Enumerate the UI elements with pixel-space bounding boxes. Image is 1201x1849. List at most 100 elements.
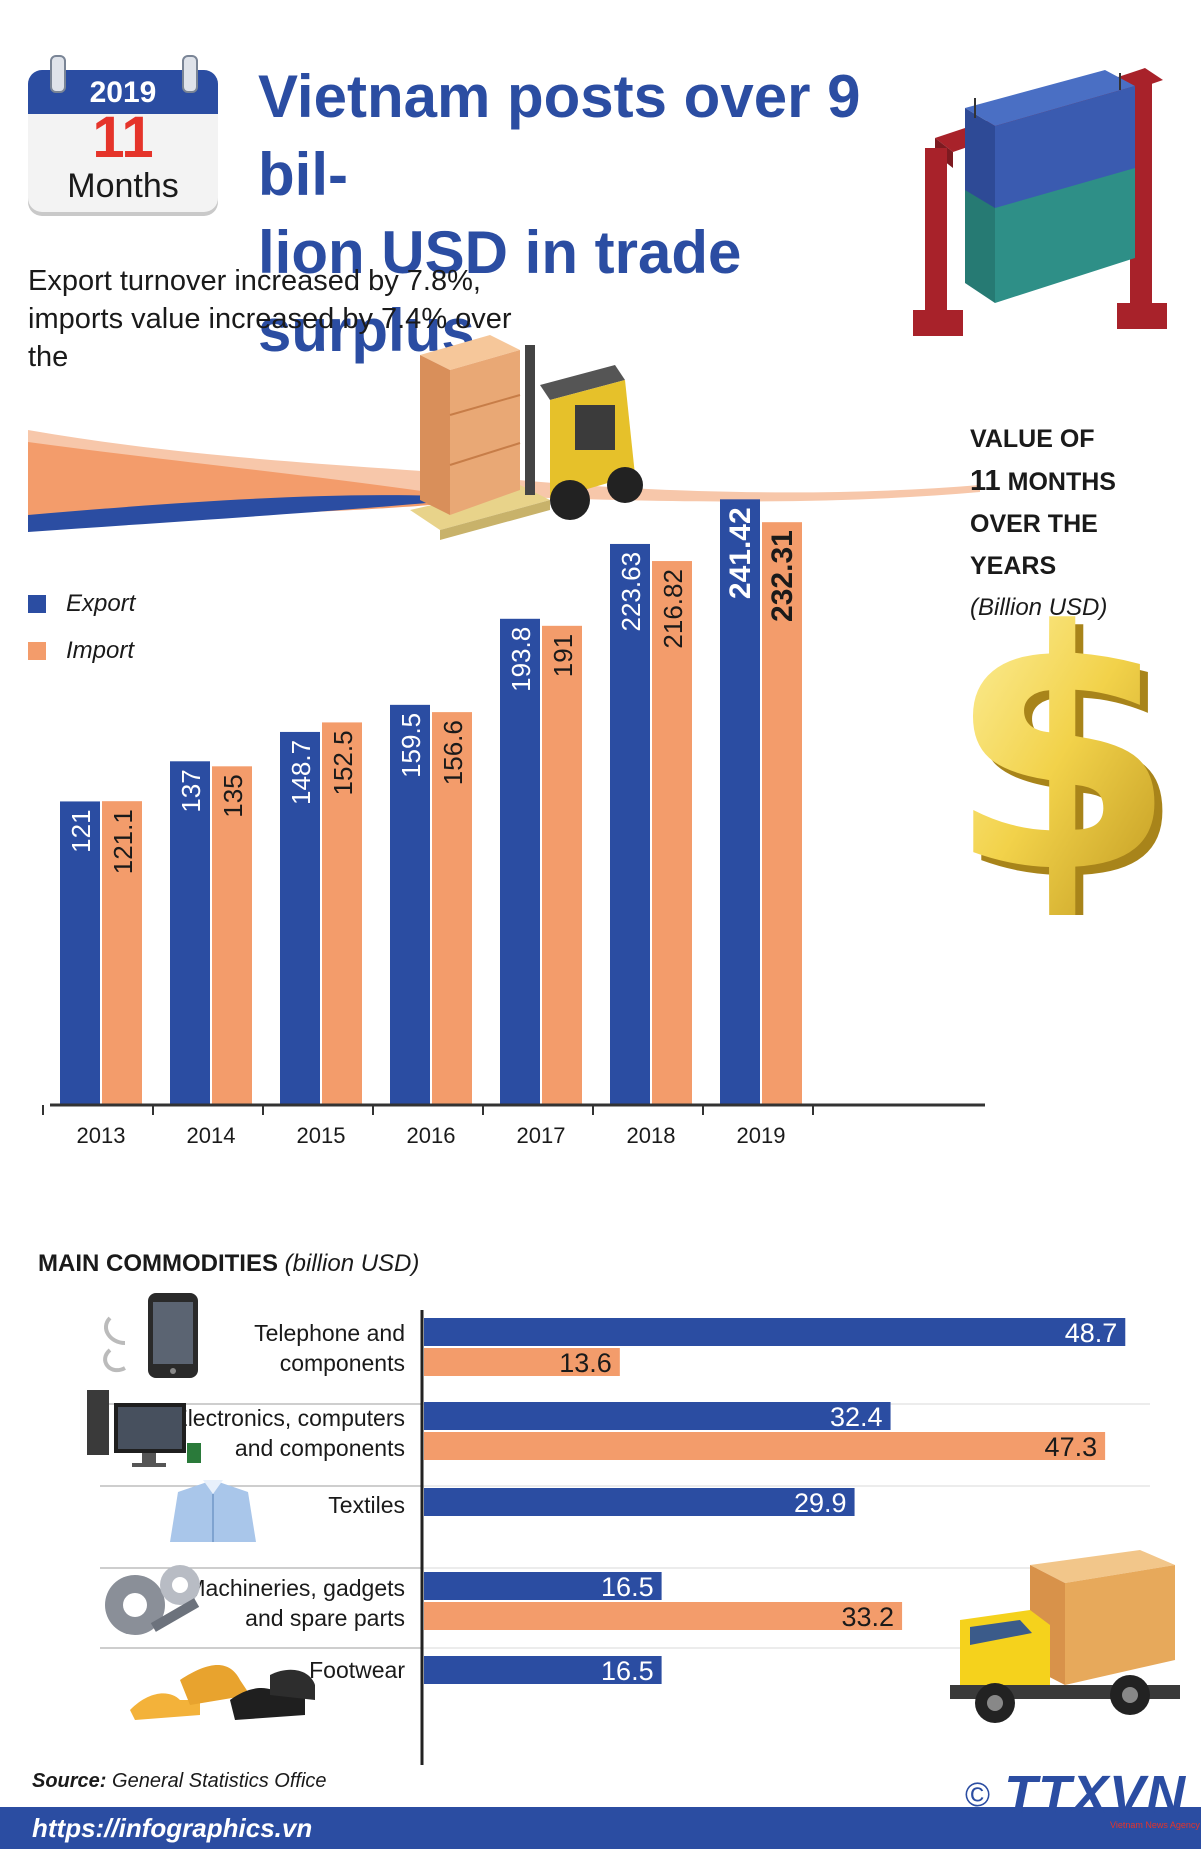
bar-value-label: 223.63: [616, 552, 646, 632]
bar-import-2018: [652, 561, 692, 1105]
calendar-ring: [50, 55, 66, 93]
commodity-label-line: Textiles: [328, 1492, 405, 1518]
source-note: Source: General Statistics Office: [32, 1770, 327, 1793]
svg-text:$: $: [950, 575, 1177, 915]
commodity-value-label: 32.4: [830, 1402, 883, 1432]
computer-icon: [87, 1390, 201, 1467]
value-label-line-1: VALUE OF: [970, 425, 1095, 453]
bar-export-2016: [390, 704, 430, 1105]
commodities-title: MAIN COMMODITIES (billion USD): [38, 1250, 419, 1278]
commodities-title-unit: (billion USD): [284, 1250, 420, 1277]
chart-value-label: VALUE OF 11 MONTHS OVER THE YEARS (Billi…: [970, 418, 1190, 629]
commodity-bar-import: [424, 1348, 620, 1376]
bar-import-2013: [102, 801, 142, 1105]
x-tick-label: 2016: [407, 1123, 456, 1148]
commodity-label-line: components: [279, 1350, 405, 1376]
bar-import-2014: [212, 766, 252, 1105]
bar-import-2017: [542, 625, 582, 1105]
bar-export-2014: [170, 761, 210, 1105]
value-label-number: 11: [970, 465, 1001, 497]
subtitle-line-2: imports value increased by 7.4% over: [28, 303, 512, 335]
calendar-unit: Months: [67, 167, 179, 205]
commodity-value-label: 47.3: [1045, 1432, 1098, 1462]
x-tick-label: 2017: [517, 1123, 566, 1148]
source-text: General Statistics Office: [106, 1770, 327, 1792]
yearly-bar-chart: 121 121.1 137 135 148.7 152.5 159.5 156.6 193.8 1…: [42, 499, 985, 1148]
value-label-unit: (Billion USD): [970, 594, 1108, 621]
bar-value-label: 137: [176, 769, 206, 812]
calendar-body: [28, 114, 218, 212]
commodity-label-line: Electronics, computers: [172, 1405, 405, 1431]
title-line-1: Vietnam posts over 9 bil-: [258, 63, 861, 208]
legend-item-import: Import: [28, 637, 134, 665]
svg-text:$: $: [955, 575, 1185, 915]
commodity-value-label: 33.2: [842, 1602, 895, 1632]
forklift-icon: [410, 335, 643, 540]
subtitle: Export turnover increased by 7.8%, impor…: [28, 262, 548, 376]
bar-import-2015: [322, 722, 362, 1105]
subtitle-line-3: the: [28, 341, 69, 373]
commodity-label: Machineries, gadgets and spare parts: [186, 1573, 405, 1633]
commodity-label: Footwear: [309, 1655, 405, 1685]
commodity-bar-export: [424, 1572, 662, 1600]
bar-export-2015: [280, 731, 320, 1105]
commodity-value-label: 16.5: [601, 1572, 654, 1602]
bar-export-2013: [60, 801, 100, 1105]
x-tick-label: 2019: [737, 1123, 786, 1148]
footer-bar: [0, 1807, 1201, 1849]
phone-icon: [103, 1293, 198, 1378]
x-tick-label: 2014: [187, 1123, 236, 1148]
truck-icon: [950, 1550, 1180, 1723]
commodity-value-label: 48.7: [1065, 1318, 1118, 1348]
bar-value-label: 232.31: [766, 530, 799, 622]
ttxvn-logo: © TTXVN: [965, 1768, 1186, 1822]
copyright-symbol: ©: [965, 1775, 991, 1814]
legend-item-export: Export: [28, 590, 135, 618]
bar-value-label: 148.7: [286, 740, 316, 805]
legend-label-import: Import: [66, 637, 135, 664]
shirt-icon: [170, 1480, 256, 1542]
commodity-label: Telephone and components: [254, 1318, 405, 1378]
source-label: Source:: [32, 1770, 107, 1792]
commodity-value-label: 16.5: [601, 1656, 654, 1686]
bar-export-2017: [500, 618, 540, 1105]
footer-url[interactable]: https://infographics.vn: [32, 1813, 313, 1843]
commodity-bar-export: [424, 1488, 855, 1516]
logo-tagline: Vietnam News Agency: [1110, 1820, 1200, 1830]
commodity-label: Electronics, computers and components: [172, 1403, 405, 1463]
x-tick-label: 2015: [297, 1123, 346, 1148]
bar-export-2018: [610, 543, 650, 1105]
bar-export-2019: [720, 499, 760, 1105]
bar-value-label: 193.8: [506, 627, 536, 692]
bar-value-label: 159.5: [396, 713, 426, 778]
commodity-bar-export: [424, 1656, 662, 1684]
title-line-2: lion USD in trade surplus: [258, 219, 742, 364]
subtitle-line-1: Export turnover increased by 7.8%,: [28, 265, 481, 297]
legend-swatch-import: [28, 642, 46, 660]
bar-import-2016: [432, 712, 472, 1105]
commodity-bar-export: [424, 1402, 891, 1430]
decorative-swoosh: [28, 430, 980, 532]
legend-label-export: Export: [66, 590, 136, 617]
commodity-label-line: and spare parts: [245, 1605, 405, 1631]
legend-swatch-export: [28, 595, 46, 613]
commodity-bar-export: [424, 1318, 1126, 1346]
calendar-ring: [182, 55, 198, 93]
bar-value-label: 135: [218, 774, 248, 817]
dollar-sign-icon: $ $: [950, 575, 1185, 915]
x-tick-label: 2018: [627, 1123, 676, 1148]
crane-container-icon: [913, 68, 1167, 336]
bar-value-label: 216.82: [658, 569, 688, 649]
calendar-number: 11: [92, 105, 154, 170]
bar-value-label: 191: [548, 634, 578, 677]
commodity-value-label: 13.6: [559, 1348, 612, 1378]
commodity-label-line: Machineries, gadgets: [186, 1575, 405, 1601]
x-tick-label: 2013: [77, 1123, 126, 1148]
bar-value-label: 156.6: [438, 720, 468, 785]
shoes-icon: [130, 1665, 315, 1720]
page-title: Vietnam posts over 9 bil- lion USD in tr…: [258, 58, 938, 370]
bar-value-label: 121: [66, 809, 96, 852]
value-label-months: MONTHS: [1000, 468, 1116, 496]
value-label-line-3: OVER THE YEARS: [970, 510, 1098, 580]
bar-value-label: 241.42: [724, 507, 757, 599]
